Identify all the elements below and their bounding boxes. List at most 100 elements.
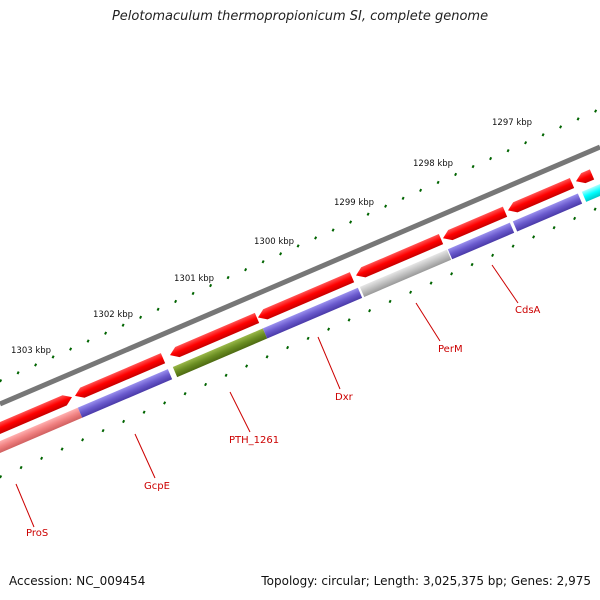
ruler-tick bbox=[401, 196, 405, 200]
ruler-tick bbox=[0, 379, 3, 383]
gene-gcpe[interactable] bbox=[77, 369, 173, 418]
gene-forward-4[interactable] bbox=[256, 272, 355, 322]
strand-tick bbox=[286, 345, 290, 350]
ruler-tick bbox=[296, 244, 300, 248]
gene-labels: ProS GcpE PTH_1261 Dxr PerM CdsA bbox=[15, 264, 541, 539]
gene-reverse-7[interactable] bbox=[512, 193, 583, 232]
strand-tick bbox=[450, 272, 454, 276]
ruler-tick bbox=[244, 268, 248, 272]
ruler-tick bbox=[331, 228, 335, 232]
ruler-tick bbox=[121, 323, 125, 327]
ruler-tick bbox=[209, 283, 213, 288]
map-title: Pelotomaculum thermopropionicum SI, comp… bbox=[111, 9, 489, 24]
kbp-labels: 1303 kbp 1302 kbp 1301 kbp 1300 kbp 1299 kbp… bbox=[11, 118, 532, 356]
ruler-tick bbox=[366, 212, 370, 216]
gene-leader-line bbox=[317, 336, 341, 390]
strand-tick bbox=[552, 225, 556, 230]
gene-pros[interactable] bbox=[0, 407, 83, 457]
gene-perm[interactable] bbox=[359, 249, 452, 297]
gene-label[interactable]: ProS bbox=[26, 528, 48, 539]
strand-tick bbox=[532, 235, 536, 239]
strand-tick bbox=[388, 299, 392, 304]
gene-label[interactable]: CdsA bbox=[515, 305, 541, 316]
ruler-tick bbox=[279, 252, 283, 256]
gene-forward-2[interactable] bbox=[73, 353, 166, 401]
strand-tick bbox=[409, 290, 413, 294]
strand-tick bbox=[593, 207, 597, 211]
kbp-label: 1301 kbp bbox=[174, 274, 214, 284]
kbp-ruler bbox=[0, 109, 598, 479]
genome-backbone bbox=[0, 144, 600, 407]
kbp-label: 1297 kbp bbox=[492, 118, 532, 128]
strand-tick bbox=[183, 392, 187, 396]
ruler-tick bbox=[594, 109, 598, 113]
ruler-tick bbox=[559, 125, 563, 129]
ruler-tick bbox=[436, 180, 440, 185]
strand-tick bbox=[40, 456, 44, 460]
kbp-label: 1302 kbp bbox=[93, 310, 133, 320]
strand-tick bbox=[306, 336, 310, 341]
gene-features bbox=[0, 169, 600, 457]
ruler-tick bbox=[139, 315, 143, 319]
ruler-tick bbox=[314, 236, 318, 240]
strand-tick bbox=[81, 438, 85, 442]
gene-label[interactable]: PTH_1261 bbox=[229, 435, 279, 446]
gene-leader-line bbox=[15, 483, 35, 528]
kbp-label: 1303 kbp bbox=[11, 346, 51, 356]
kbp-label: 1300 kbp bbox=[254, 237, 294, 247]
gene-label[interactable]: PerM bbox=[438, 344, 463, 355]
ruler-tick bbox=[191, 291, 195, 296]
gene-forward-7[interactable] bbox=[506, 177, 575, 216]
ruler-tick bbox=[489, 156, 493, 161]
strand-tick bbox=[429, 281, 433, 285]
ruler-tick bbox=[506, 149, 510, 153]
gene-leader-line bbox=[415, 302, 441, 342]
strand-tick bbox=[368, 309, 372, 313]
strand-tick bbox=[0, 475, 3, 479]
strand-tick bbox=[142, 410, 146, 414]
ruler-tick bbox=[349, 220, 353, 224]
ruler-tick bbox=[16, 371, 20, 375]
ruler-tick bbox=[261, 260, 265, 264]
gene-leader-line bbox=[229, 391, 251, 433]
gene-forward-8[interactable] bbox=[574, 169, 595, 186]
ruler-tick bbox=[86, 339, 90, 343]
ruler-tick bbox=[541, 133, 545, 137]
ruler-tick bbox=[156, 307, 160, 312]
strand-tick bbox=[245, 364, 249, 368]
gene-forward-6[interactable] bbox=[441, 206, 508, 244]
strand-tick bbox=[511, 244, 515, 248]
ruler-tick bbox=[454, 172, 458, 177]
gene-cyan[interactable] bbox=[581, 182, 600, 202]
gene-forward-3[interactable] bbox=[168, 312, 260, 360]
ruler-tick bbox=[34, 363, 38, 367]
kbp-label: 1299 kbp bbox=[334, 198, 374, 208]
gene-pth-1261[interactable] bbox=[172, 328, 268, 378]
gene-forward-5[interactable] bbox=[354, 234, 444, 281]
strand-tick bbox=[491, 253, 495, 258]
strand-tick bbox=[163, 401, 167, 405]
strand-tick bbox=[573, 216, 577, 221]
gene-leader-line bbox=[491, 264, 519, 304]
genome-summary-text: Topology: circular; Length: 3,025,375 bp… bbox=[261, 574, 591, 588]
gene-cdsa[interactable] bbox=[447, 222, 515, 260]
ruler-tick bbox=[576, 117, 580, 121]
strand-tick bbox=[60, 447, 64, 451]
ruler-tick bbox=[104, 331, 108, 335]
ruler-tick bbox=[419, 188, 423, 193]
ruler-tick bbox=[384, 204, 388, 208]
accession-text: Accession: NC_009454 bbox=[9, 574, 146, 588]
ruler-tick bbox=[69, 347, 73, 351]
ruler-tick bbox=[51, 355, 55, 359]
gene-forward-1[interactable] bbox=[0, 392, 74, 438]
strand-tick bbox=[327, 327, 331, 331]
strand-tick bbox=[122, 419, 126, 424]
ruler-tick bbox=[471, 164, 475, 169]
strand-tick bbox=[224, 373, 228, 377]
gene-label[interactable]: Dxr bbox=[335, 392, 354, 403]
gene-label[interactable]: GcpE bbox=[144, 481, 170, 492]
gene-dxr[interactable] bbox=[262, 287, 363, 339]
strand-tick bbox=[101, 428, 105, 433]
ruler-tick bbox=[524, 141, 528, 145]
